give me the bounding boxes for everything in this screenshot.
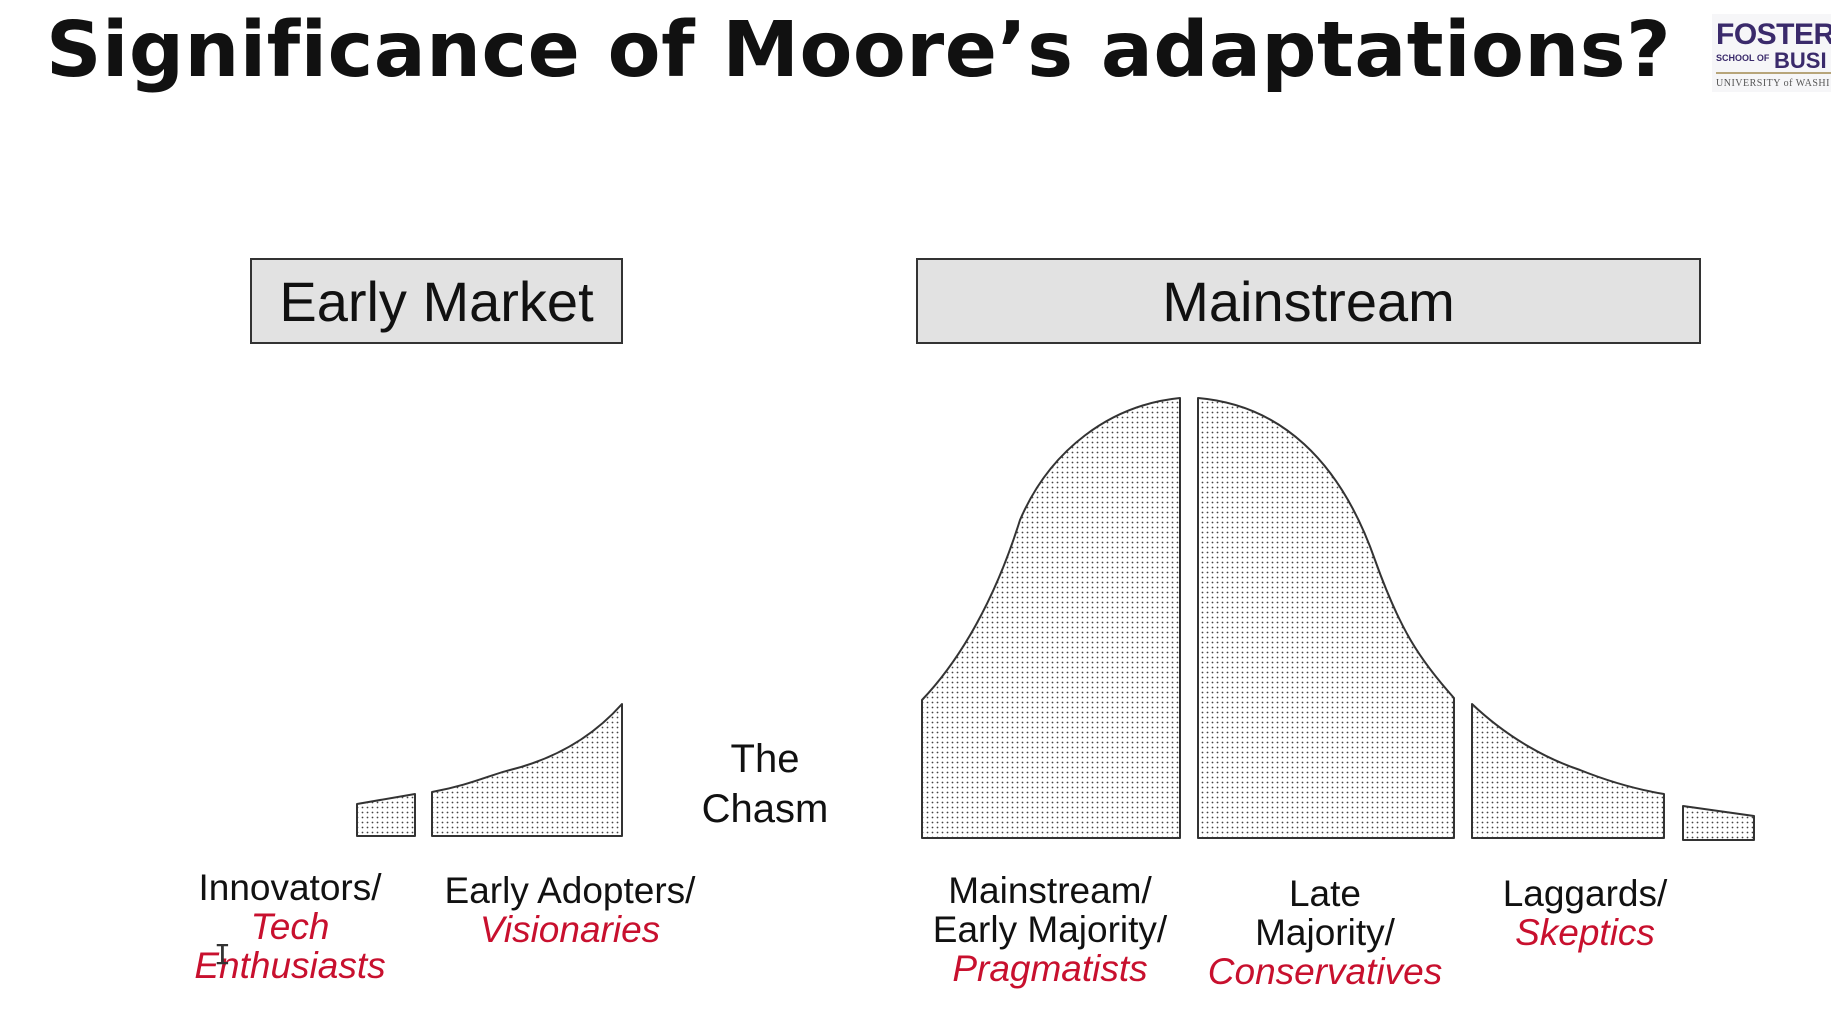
chasm-label: The Chasm [690,734,840,834]
text-cursor-icon: I [214,938,231,971]
logo-university-text: UNIVERSITY of WASHI [1716,78,1830,89]
logo-school-of-text: SCHOOL OF [1716,53,1770,63]
logo-foster-text: FOSTER [1716,18,1831,51]
logo-business-text: BUSI [1774,48,1827,73]
chasm-label-line1: The [730,737,800,781]
laggards-role-text: Skeptics [1515,912,1655,953]
early-adopters-label: Early Adopters/ Visionaries [430,871,710,949]
late-majority-role-text: Conservatives [1207,951,1443,992]
mainstream-label: Mainstream [1162,269,1455,333]
foster-school-logo: FOSTER SCHOOL OF BUSI UNIVERSITY of WASH… [1712,14,1831,92]
early-adopters-group-text: Early Adopters/ [444,870,696,911]
late-majority-label: Late Majority/ Conservatives [1195,874,1455,991]
early-majority-group-text-1: Mainstream/ [948,870,1152,911]
innovators-label: Innovators/ Tech Enthusiasts [180,868,400,985]
laggards-label: Laggards/ Skeptics [1475,874,1695,952]
laggards-group-text: Laggards/ [1502,873,1668,914]
curve-segment-early-majority [921,397,1181,839]
innovators-role-text-1: Tech [250,906,330,947]
early-majority-label: Mainstream/ Early Majority/ Pragmatists [910,871,1190,988]
early-market-label: Early Market [279,269,594,333]
late-majority-group-text-2: Majority/ [1255,912,1395,953]
chasm-label-line2: Chasm [701,787,829,831]
slide-title: Significance of Moore’s adaptations? [46,6,1672,95]
early-majority-group-text-2: Early Majority/ [932,909,1168,950]
curve-segment-late-majority [1197,397,1455,839]
innovators-role-text-2: Enthusiasts [194,945,386,986]
curve-segment-early-adopters [431,703,623,837]
curve-segment-laggards [1471,703,1665,839]
early-majority-role-text: Pragmatists [952,948,1148,989]
mainstream-box: Mainstream [916,258,1701,344]
curve-segment-tail [1682,805,1755,841]
logo-rule [1716,72,1831,74]
innovators-group-text: Innovators/ [198,867,382,908]
late-majority-group-text-1: Late [1288,873,1361,914]
early-market-box: Early Market [250,258,623,344]
curve-segment-innovators [356,793,416,837]
early-adopters-role-text: Visionaries [479,909,661,950]
